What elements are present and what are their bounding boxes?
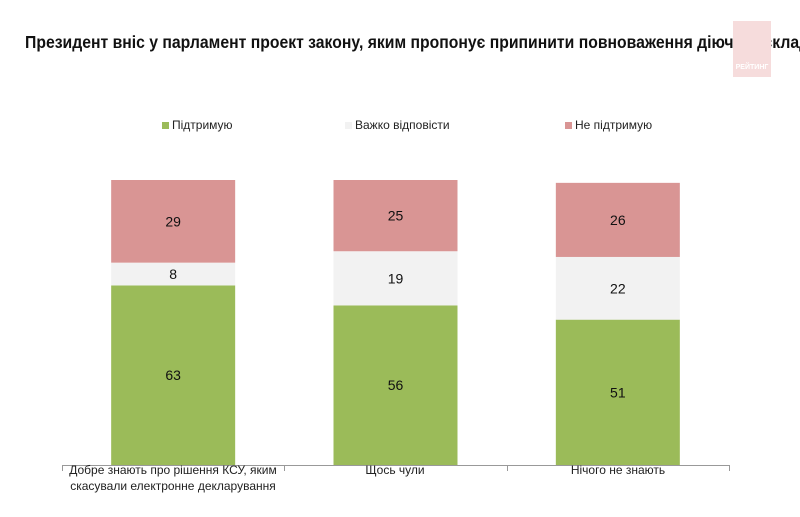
legend-label: Не підтримую bbox=[575, 118, 653, 132]
chart-title: Президент вніс у парламент проект закону… bbox=[25, 32, 800, 52]
bar-segment bbox=[555, 256, 680, 320]
legend-label: Підтримую bbox=[172, 118, 233, 132]
legend-swatch bbox=[162, 121, 169, 129]
data-label: 26 bbox=[610, 212, 626, 228]
legend-swatch bbox=[345, 121, 352, 129]
bar-segment bbox=[111, 285, 236, 465]
data-label: 19 bbox=[388, 270, 404, 286]
data-label: 29 bbox=[165, 213, 181, 229]
bar-segment bbox=[555, 319, 680, 465]
bar-segment bbox=[111, 262, 236, 286]
rating-logo: РЕЙТИНГ bbox=[733, 21, 771, 77]
legend-item-hard-to-say: Важко відповісти bbox=[345, 118, 450, 132]
legend-item-support: Підтримую bbox=[162, 118, 233, 132]
legend-swatch bbox=[565, 121, 572, 129]
logo-text: РЕЙТИНГ bbox=[735, 64, 769, 71]
legend-label: Важко відповісти bbox=[355, 118, 450, 132]
category-label: Щось чули bbox=[365, 463, 425, 477]
data-label: 22 bbox=[610, 280, 626, 296]
data-label: 8 bbox=[169, 266, 177, 282]
legend-item-not-support: Не підтримую bbox=[565, 118, 652, 132]
category-label: Добре знають про рішення КСУ, яким скасу… bbox=[69, 463, 277, 493]
data-label: 51 bbox=[610, 384, 626, 400]
data-label: 25 bbox=[388, 208, 404, 224]
bar-segment bbox=[333, 180, 458, 252]
data-label: 56 bbox=[388, 377, 404, 393]
data-label: 63 bbox=[165, 367, 181, 383]
bar-segment bbox=[111, 180, 236, 263]
bar-segment bbox=[333, 251, 458, 306]
bar-segment bbox=[555, 182, 680, 257]
bar-segment bbox=[333, 305, 458, 465]
category-label: Нічого не знають bbox=[570, 463, 666, 477]
